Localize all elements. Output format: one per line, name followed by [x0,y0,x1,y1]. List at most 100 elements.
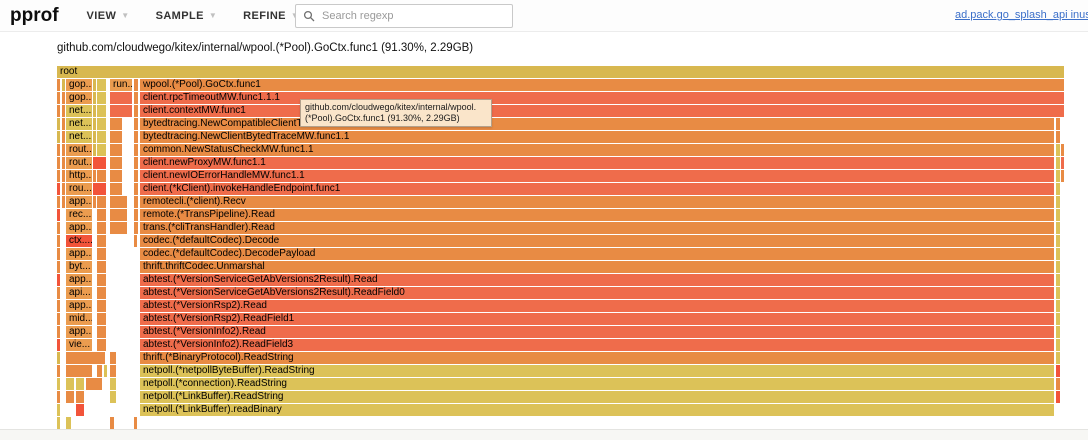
flame-cell[interactable] [93,118,96,130]
flame-cell[interactable]: app... [66,326,92,338]
flame-cell[interactable] [110,222,127,234]
flame-cell[interactable]: client.newProxyMW.func1.1 [140,157,1054,169]
flame-cell[interactable] [97,92,106,104]
flame-cell[interactable] [57,300,60,312]
flame-cell[interactable] [62,131,65,143]
flame-cell[interactable] [57,248,60,260]
flame-cell[interactable] [1056,248,1060,260]
flame-cell[interactable] [110,391,116,403]
flame-cell[interactable] [57,105,60,117]
flame-cell[interactable] [62,170,65,182]
flame-cell[interactable] [62,105,65,117]
flame-cell[interactable] [97,79,106,91]
flame-cell[interactable]: http... [66,170,92,182]
flame-cell[interactable]: app... [66,274,92,286]
flame-cell[interactable] [110,196,127,208]
flame-cell[interactable]: ctx.... [66,235,92,247]
flame-cell[interactable] [134,196,138,208]
flame-cell[interactable] [57,404,60,416]
flame-cell[interactable] [97,118,106,130]
flame-cell[interactable] [66,391,74,403]
flame-cell[interactable] [62,144,65,156]
flame-cell[interactable] [57,222,60,234]
flame-cell[interactable]: abtest.(*VersionServiceGetAbVersions2Res… [140,274,1054,286]
flame-cell[interactable] [1056,274,1060,286]
flame-cell[interactable] [66,365,92,377]
flame-cell[interactable]: abtest.(*VersionRsp2).Read [140,300,1054,312]
flame-cell[interactable] [134,417,137,429]
flame-cell[interactable] [57,235,60,247]
flame-cell[interactable] [57,144,60,156]
flame-cell[interactable] [57,274,60,286]
flame-cell[interactable]: remotecli.(*client).Recv [140,196,1054,208]
flame-cell[interactable] [104,365,107,377]
flame-cell[interactable]: trans.(*cliTransHandler).Read [140,222,1054,234]
flame-cell[interactable] [134,170,138,182]
flame-cell[interactable] [1056,170,1060,182]
flame-cell[interactable]: netpoll.(*LinkBuffer).ReadString [140,391,1054,403]
flame-cell[interactable] [134,157,138,169]
flame-cell[interactable]: abtest.(*VersionRsp2).ReadField1 [140,313,1054,325]
flame-cell[interactable] [134,222,138,234]
flame-cell[interactable] [97,222,106,234]
flame-cell[interactable] [86,378,102,390]
flame-cell[interactable] [134,79,138,91]
flame-cell[interactable] [1056,378,1060,390]
flame-cell[interactable] [134,183,138,195]
flame-cell[interactable] [93,131,96,143]
flame-cell[interactable]: rout... [66,157,92,169]
flame-cell[interactable] [66,417,71,429]
flame-cell[interactable] [1056,235,1060,247]
flame-cell[interactable] [1056,118,1060,130]
flame-cell[interactable]: client.contextMW.func1 [140,105,1064,117]
flame-cell[interactable] [57,196,60,208]
flame-cell[interactable]: rout... [66,144,92,156]
flame-cell[interactable] [57,209,60,221]
flame-cell[interactable] [57,417,60,429]
flame-cell[interactable] [110,170,122,182]
profile-link[interactable]: ad.pack.go_splash_api inuse_sp [955,9,1088,21]
flame-cell[interactable] [62,196,65,208]
flame-cell[interactable] [57,157,60,169]
flame-cell[interactable] [66,378,74,390]
flame-cell[interactable]: net... [66,105,92,117]
flame-cell[interactable] [57,378,60,390]
flame-cell[interactable] [110,183,122,195]
flame-cell[interactable] [97,326,106,338]
flame-cell[interactable] [110,157,122,169]
flame-cell[interactable] [134,118,138,130]
flame-cell[interactable]: abtest.(*VersionInfo2).Read [140,326,1054,338]
flame-cell[interactable] [93,105,96,117]
flame-cell[interactable]: gop... [66,79,92,91]
flame-cell[interactable] [110,209,127,221]
flame-cell[interactable] [57,118,60,130]
flame-cell[interactable] [57,391,60,403]
flame-cell[interactable] [110,365,116,377]
flame-cell[interactable] [1056,391,1060,403]
flame-cell[interactable] [134,235,137,247]
menu-view[interactable]: VIEW ▼ [87,10,130,22]
flame-cell[interactable] [93,92,96,104]
flame-cell[interactable] [1056,209,1060,221]
flame-cell[interactable] [1056,287,1060,299]
flame-cell[interactable]: abtest.(*VersionServiceGetAbVersions2Res… [140,287,1054,299]
flame-cell[interactable] [93,196,96,208]
flame-cell[interactable]: codec.(*defaultCodec).Decode [140,235,1054,247]
flame-cell[interactable]: byt... [66,261,92,273]
flame-cell[interactable] [57,313,60,325]
flame-cell[interactable]: app... [66,248,92,260]
flame-cell[interactable] [1056,326,1060,338]
flame-cell[interactable]: client.(*kClient).invokeHandleEndpoint.f… [140,183,1054,195]
flame-cell[interactable] [1056,183,1060,195]
flame-cell[interactable] [93,144,96,156]
flame-cell[interactable]: api... [66,287,92,299]
flame-cell[interactable] [57,339,60,351]
flame-cell[interactable] [1056,313,1060,325]
flame-cell[interactable] [57,352,60,364]
flame-cell[interactable] [134,209,138,221]
flame-cell[interactable] [1056,196,1060,208]
flame-cell[interactable]: net... [66,131,92,143]
flame-cell[interactable] [1056,144,1060,156]
flame-cell[interactable] [110,118,122,130]
menu-refine[interactable]: REFINE ▼ [243,10,299,22]
